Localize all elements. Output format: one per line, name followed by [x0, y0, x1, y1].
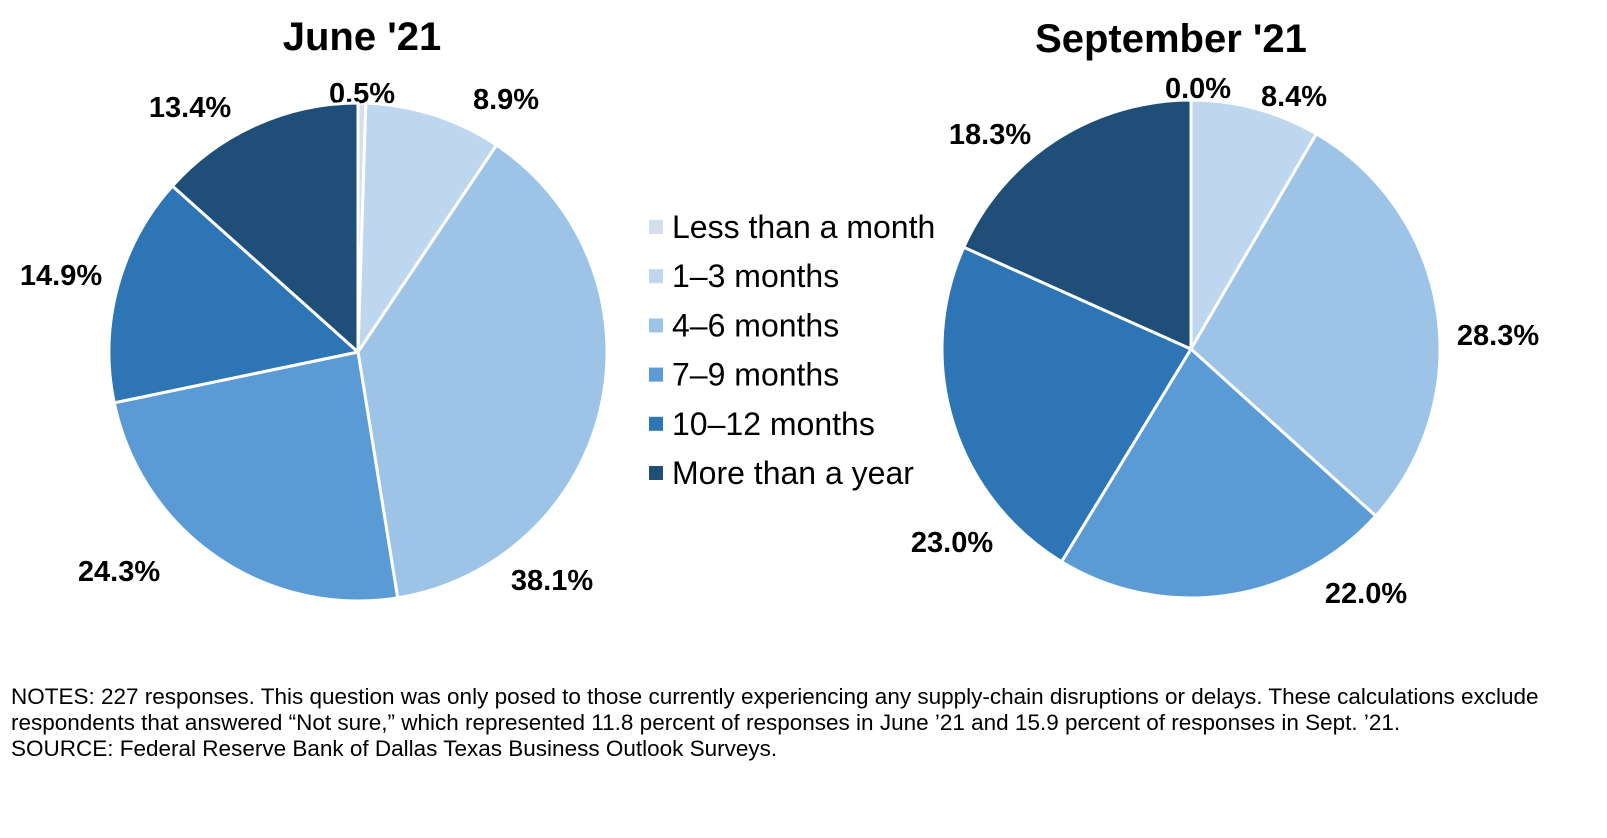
legend-label-4-6-months: 4–6 months	[672, 307, 839, 343]
notes: NOTES: 227 responses. This question was …	[11, 684, 1591, 762]
pie-slice-4-6-months	[356, 143, 609, 600]
legend-label-10-12-months: 10–12 months	[672, 406, 875, 442]
pie-slice-7-9-months	[1060, 347, 1378, 600]
legend-swatch-4-6-months	[649, 318, 663, 333]
pie-slice-1-3-months	[356, 101, 499, 354]
chart-title-september: September '21	[1035, 17, 1307, 61]
pie-slice-7-9-months	[112, 350, 400, 603]
slice-label-more-than-a-year: 13.4%	[149, 92, 231, 124]
slice-label-more-than-a-year: 18.3%	[949, 119, 1031, 151]
pie-slice-10-12-months	[107, 184, 360, 405]
legend-label-less-than-a-month: Less than a month	[672, 209, 935, 245]
pie-june: 0.5% 8.9%38.1%24.3%14.9%13.4%	[20, 78, 609, 603]
pie-slice-4-6-months	[1189, 132, 1442, 518]
slice-label-7-9-months: 22.0%	[1325, 578, 1407, 610]
legend-swatch-10-12-months	[649, 416, 663, 431]
slice-label-1-3-months: 8.4%	[1261, 81, 1327, 113]
pie-slice-more-than-a-year	[962, 98, 1193, 351]
slice-label-1-3-months: 8.9%	[473, 84, 539, 116]
pie-slice-1-3-months	[1189, 98, 1318, 351]
slice-label-10-12-months: 14.9%	[20, 260, 102, 292]
legend-swatch-more-than-a-year	[649, 466, 663, 480]
legend-swatch-1-3-months	[649, 269, 663, 284]
legend-swatch-7-9-months	[649, 367, 663, 382]
legend-label-more-than-a-year: More than a year	[672, 455, 914, 491]
slice-label-4-6-months: 28.3%	[1457, 320, 1539, 352]
slice-label-7-9-months: 24.3%	[78, 556, 160, 588]
pie-slice-10-12-months	[940, 245, 1193, 564]
legend-swatch-less-than-a-month	[649, 220, 663, 234]
notes-text: NOTES: 227 responses. This question was …	[11, 684, 1539, 735]
slice-label-4-6-months: 38.1%	[511, 565, 593, 597]
source-text: SOURCE: Federal Reserve Bank of Dallas T…	[11, 736, 778, 761]
pie-september: 0.0% 8.4%28.3%22.0%23.0%18.3%	[911, 73, 1539, 610]
legend-label-1-3-months: 1–3 months	[672, 258, 839, 294]
legend: Less than a month 1–3 months 4–6 months 7–9…	[649, 209, 935, 491]
pie-charts: June '21 0.5% 8.9%38.1%24.3%14.9%13.4% Se…	[20, 15, 1539, 610]
slice-label-10-12-months: 23.0%	[911, 527, 993, 559]
chart-title-june: June '21	[283, 15, 441, 59]
pie-slice-more-than-a-year	[170, 101, 360, 354]
legend-label-7-9-months: 7–9 months	[672, 357, 839, 393]
